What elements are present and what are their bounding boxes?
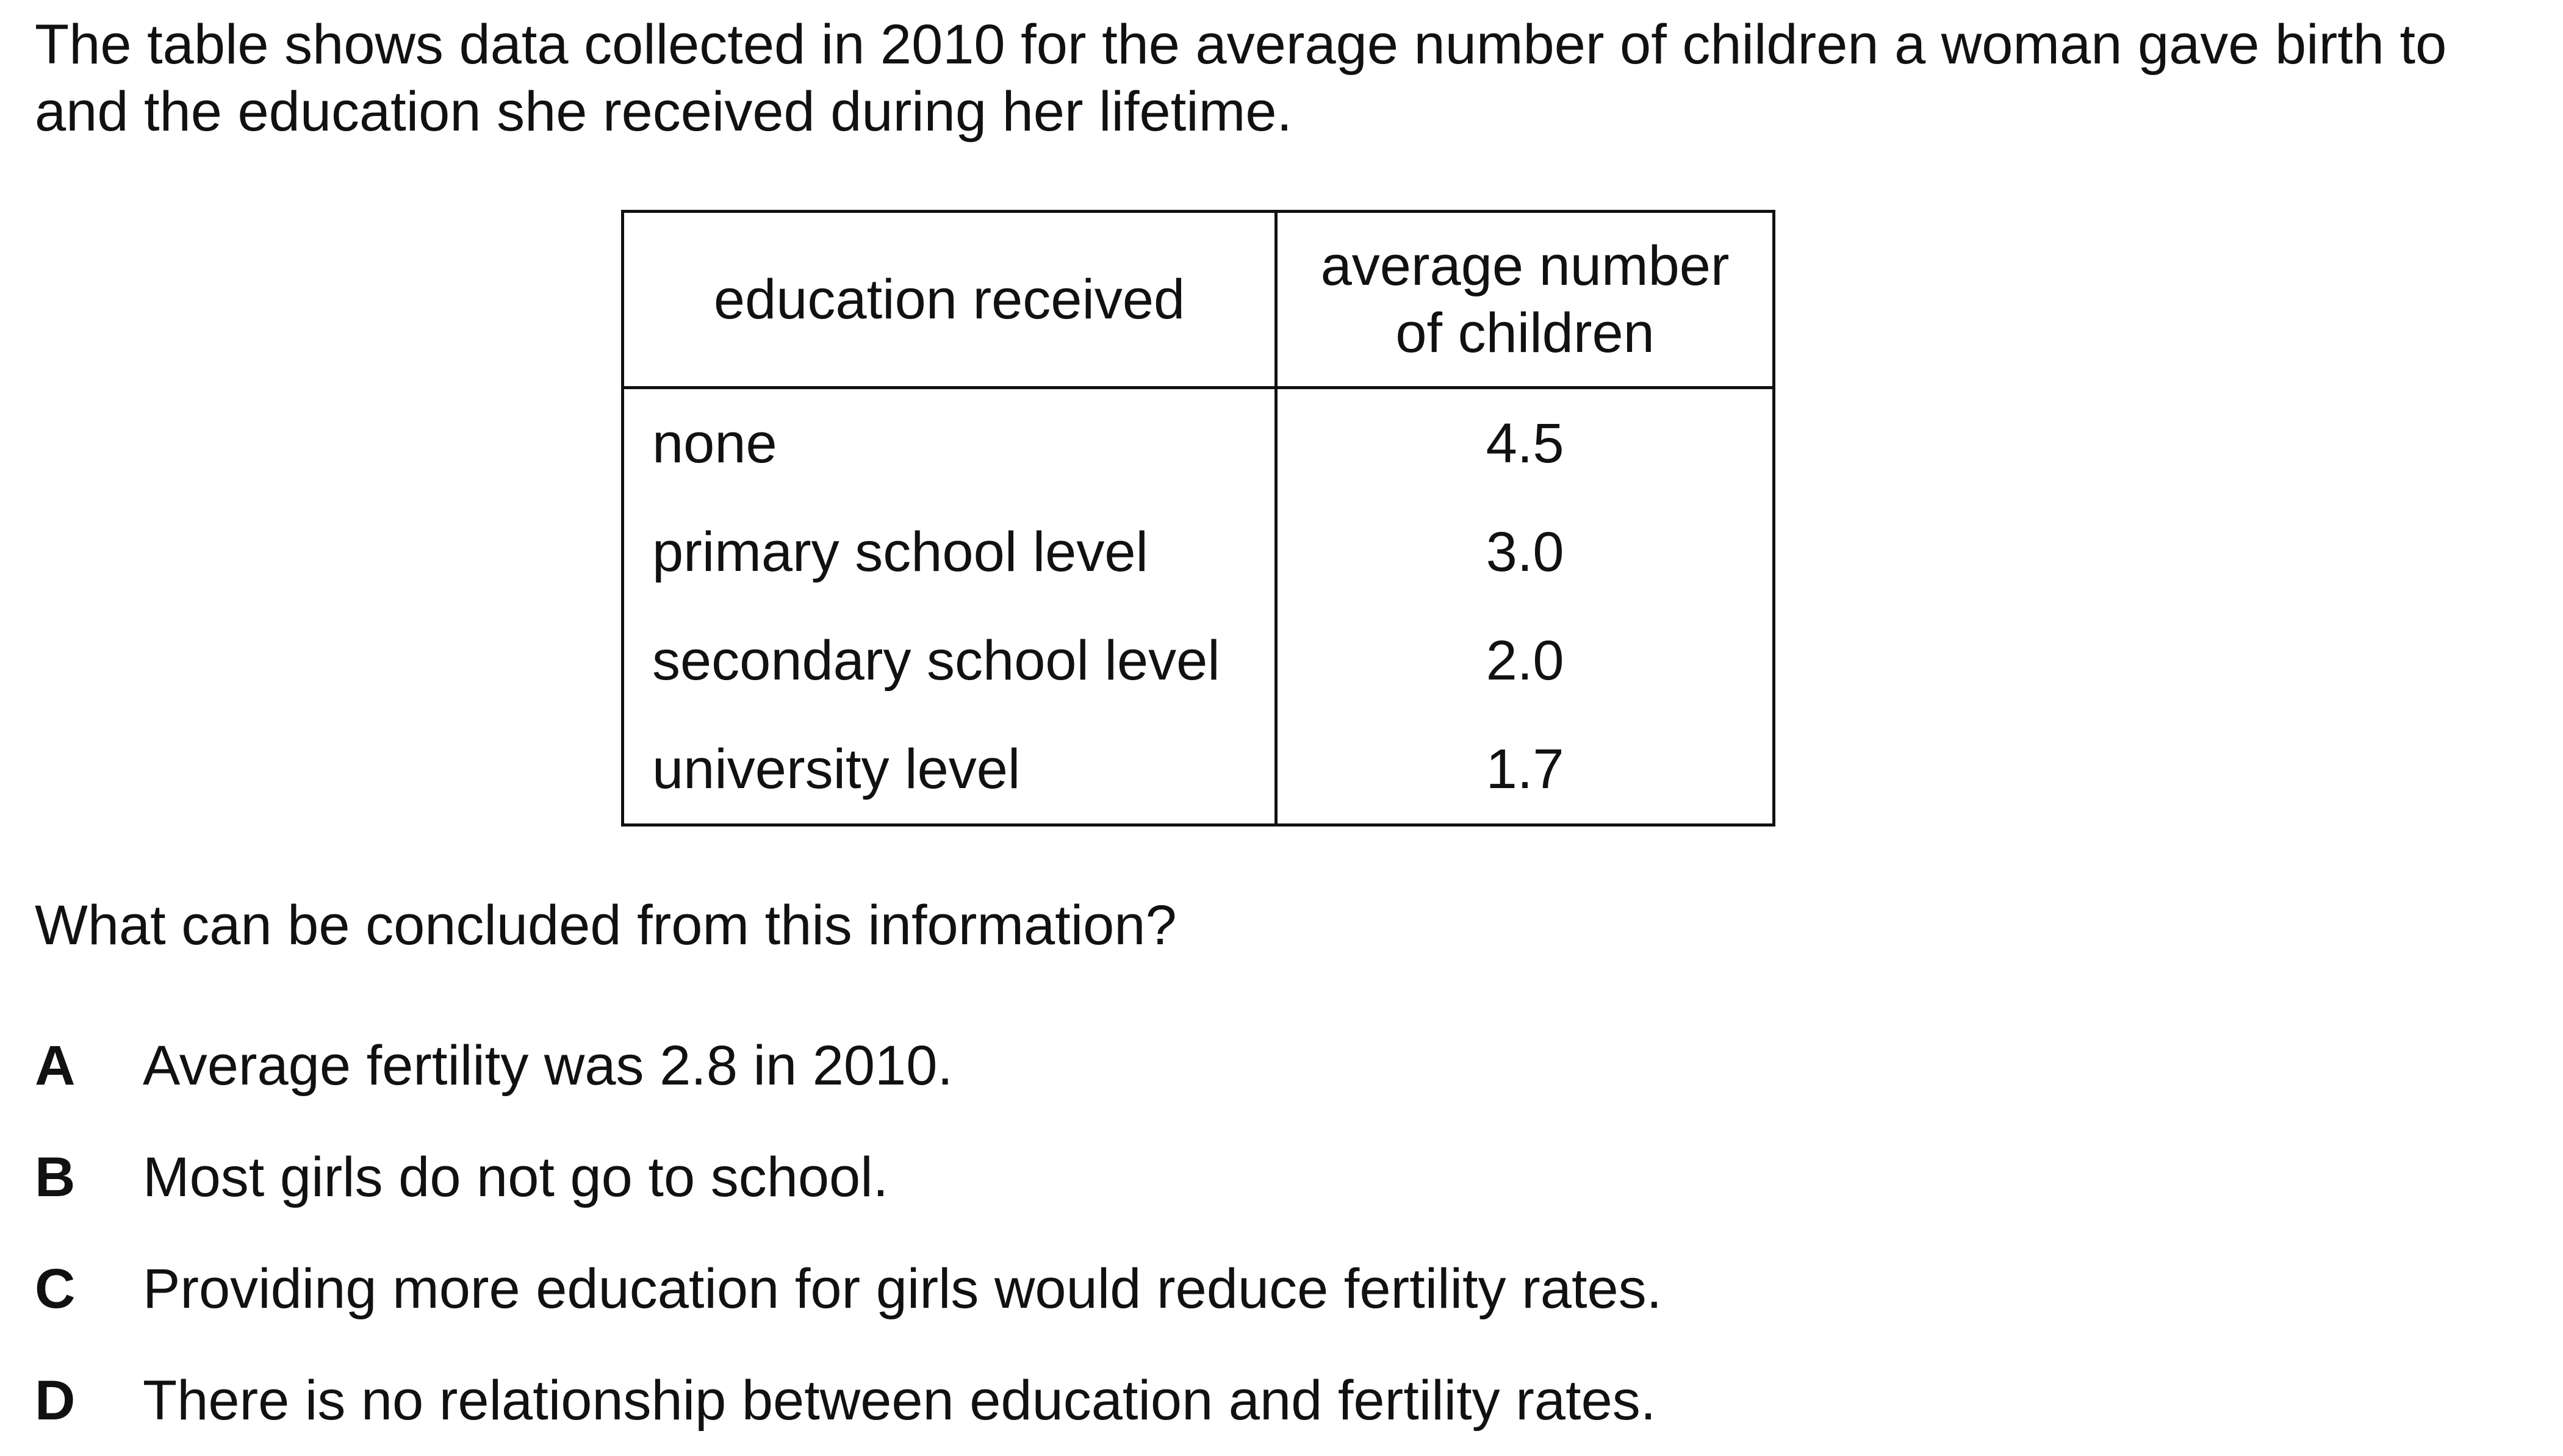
table-cell-education: none <box>620 387 1278 498</box>
option-d[interactable]: D There is no relationship between educa… <box>35 1344 2414 1456</box>
question-text: What can be concluded from this informat… <box>35 894 1177 956</box>
option-letter: D <box>35 1369 76 1432</box>
option-a[interactable]: A Average fertility was 2.8 in 2010. <box>35 1010 2414 1121</box>
table-cell-average: 1.7 <box>1274 715 1775 825</box>
table-row: university level 1.7 <box>620 715 1775 825</box>
table-header-row: education received average number of chi… <box>620 210 1775 389</box>
option-b[interactable]: B Most girls do not go to school. <box>35 1121 2414 1233</box>
option-text: Most girls do not go to school. <box>143 1146 889 1208</box>
table-cell-average: 4.5 <box>1274 387 1775 498</box>
header-average-number-of-children: average number of children <box>1274 210 1775 389</box>
table-cell-average: 3.0 <box>1274 498 1775 606</box>
table-row: secondary school level 2.0 <box>620 606 1775 715</box>
option-letter: A <box>35 1034 76 1097</box>
option-text: There is no relationship between educati… <box>143 1369 1656 1432</box>
table-cell-education: primary school level <box>620 498 1278 606</box>
answer-options: A Average fertility was 2.8 in 2010. B M… <box>35 1010 2414 1456</box>
option-letter: B <box>35 1146 76 1208</box>
table-cell-education: university level <box>620 715 1278 825</box>
table-cell-average: 2.0 <box>1274 606 1775 715</box>
option-letter: C <box>35 1257 76 1320</box>
option-text: Providing more education for girls would… <box>143 1257 1663 1320</box>
header-education-received: education received <box>620 210 1278 389</box>
table-row: primary school level 3.0 <box>620 498 1775 606</box>
intro-line-2: and the education she received during he… <box>35 81 1293 143</box>
education-fertility-table: education received average number of chi… <box>620 210 1775 827</box>
table-cell-education: secondary school level <box>620 606 1278 715</box>
intro-text: The table shows data collected in 2010 f… <box>35 11 2500 145</box>
intro-line-1: The table shows data collected in 2010 f… <box>35 13 2447 76</box>
table-row: none 4.5 <box>620 387 1775 498</box>
option-text: Average fertility was 2.8 in 2010. <box>143 1034 953 1097</box>
option-c[interactable]: C Providing more education for girls wou… <box>35 1233 2414 1344</box>
